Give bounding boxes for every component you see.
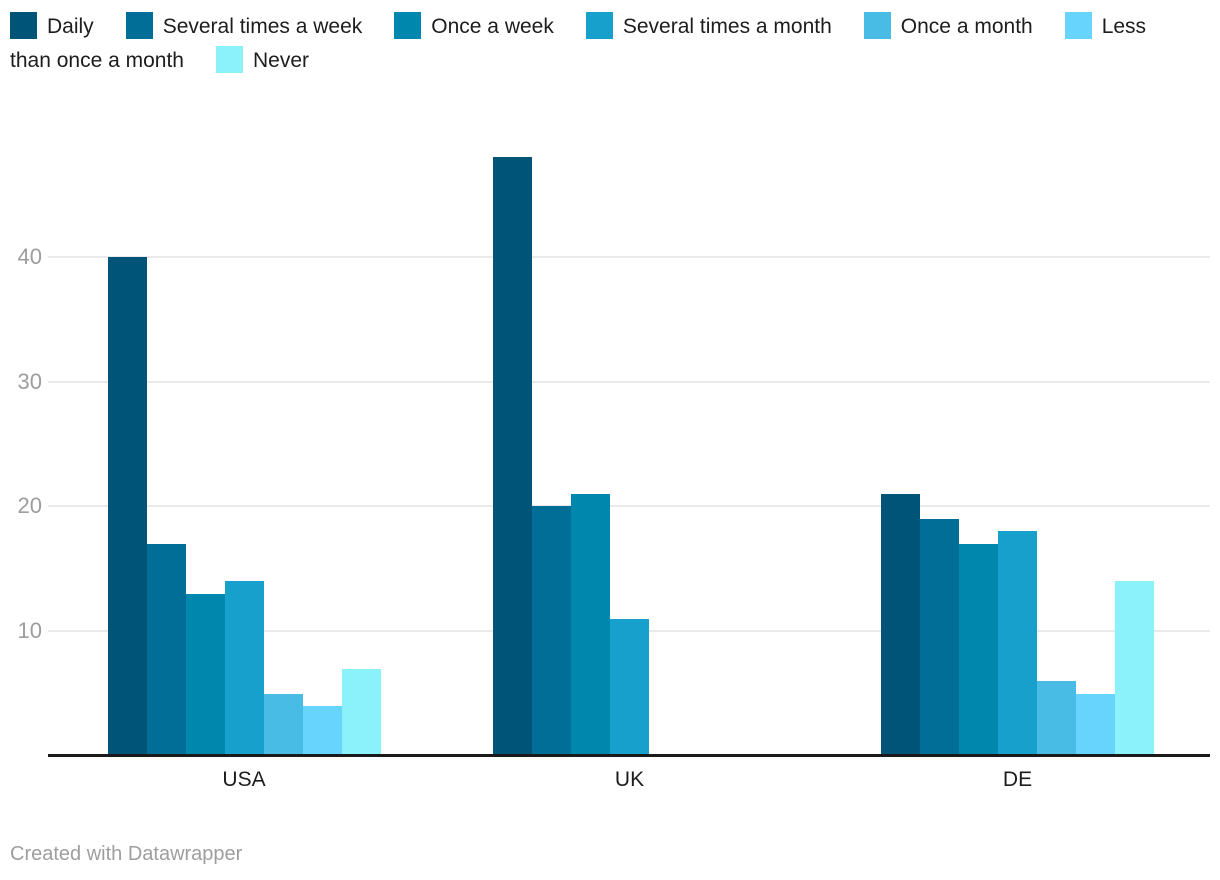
bar-de-once-a-month[interactable] xyxy=(1037,681,1076,756)
legend-label: Several times a month xyxy=(622,15,832,38)
legend-label: Several times a week xyxy=(162,15,363,38)
legend-label: Daily xyxy=(47,15,94,38)
legend-item-once-a-month: Once a month xyxy=(863,12,1033,39)
x-axis-category-label-uk: UK xyxy=(614,768,645,791)
y-axis-tick-label: 10 xyxy=(17,618,42,644)
legend-swatch-several-times-a-week xyxy=(125,12,153,39)
legend-label: Once a week xyxy=(431,15,554,38)
legend-item-several-times-a-month: Several times a month xyxy=(585,12,832,39)
legend-item-never: Never xyxy=(215,46,309,73)
chart-footer: Created with Datawrapper xyxy=(10,843,242,866)
x-axis-category-label-de: DE xyxy=(1002,768,1033,791)
bar-de-daily[interactable] xyxy=(881,493,920,756)
legend-item-once-a-week: Once a week xyxy=(394,12,554,39)
legend-item-daily: Daily xyxy=(10,12,94,39)
bar-usa-several-times-a-week[interactable] xyxy=(146,543,186,756)
chart-legend: Daily Several times a week Once a week Seve… xyxy=(0,10,1200,78)
attribution-text: Created with Datawrapper xyxy=(10,843,243,865)
legend-item-several-times-a-week: Several times a week xyxy=(125,12,363,39)
legend-swatch-daily xyxy=(10,12,37,39)
bar-uk-several-times-a-week[interactable] xyxy=(532,506,571,756)
bar-uk-several-times-a-month[interactable] xyxy=(610,618,649,756)
y-axis-tick-label: 40 xyxy=(17,243,42,269)
bar-de-never[interactable] xyxy=(1115,581,1154,756)
legend-swatch-once-a-week xyxy=(394,12,422,39)
bar-usa-once-a-month[interactable] xyxy=(263,693,303,756)
legend-label: Once a month xyxy=(900,15,1033,38)
legend-label: Less than once a month xyxy=(10,15,1147,72)
bar-usa-never[interactable] xyxy=(341,668,381,756)
gridline-30 xyxy=(48,380,1210,383)
gridline-40 xyxy=(48,255,1210,258)
legend-swatch-less-than-once-a-month xyxy=(1064,12,1092,39)
legend-swatch-never xyxy=(215,46,243,73)
bar-usa-once-a-week[interactable] xyxy=(185,593,225,756)
legend-label: Never xyxy=(252,49,309,72)
legend-item-less-than-once-a-month: Less than once a month xyxy=(10,12,1147,72)
legend-swatch-several-times-a-month xyxy=(585,12,613,39)
bar-de-several-times-a-month[interactable] xyxy=(998,531,1037,756)
bar-de-several-times-a-week[interactable] xyxy=(920,518,959,756)
bar-uk-once-a-week[interactable] xyxy=(571,493,610,756)
bar-de-once-a-week[interactable] xyxy=(959,543,998,756)
bar-usa-daily[interactable] xyxy=(107,256,147,756)
x-axis-category-label-usa: USA xyxy=(222,768,266,791)
x-axis-line xyxy=(48,754,1210,757)
bar-de-less-than-once-a-month[interactable] xyxy=(1076,693,1115,756)
bar-uk-daily[interactable] xyxy=(493,156,532,756)
bar-usa-less-than-once-a-month[interactable] xyxy=(302,706,342,756)
gridline-20 xyxy=(48,505,1210,508)
y-axis-tick-label: 20 xyxy=(17,493,42,519)
bar-usa-several-times-a-month[interactable] xyxy=(224,581,264,756)
y-axis-tick-label: 30 xyxy=(17,368,42,394)
legend-swatch-once-a-month xyxy=(863,12,891,39)
